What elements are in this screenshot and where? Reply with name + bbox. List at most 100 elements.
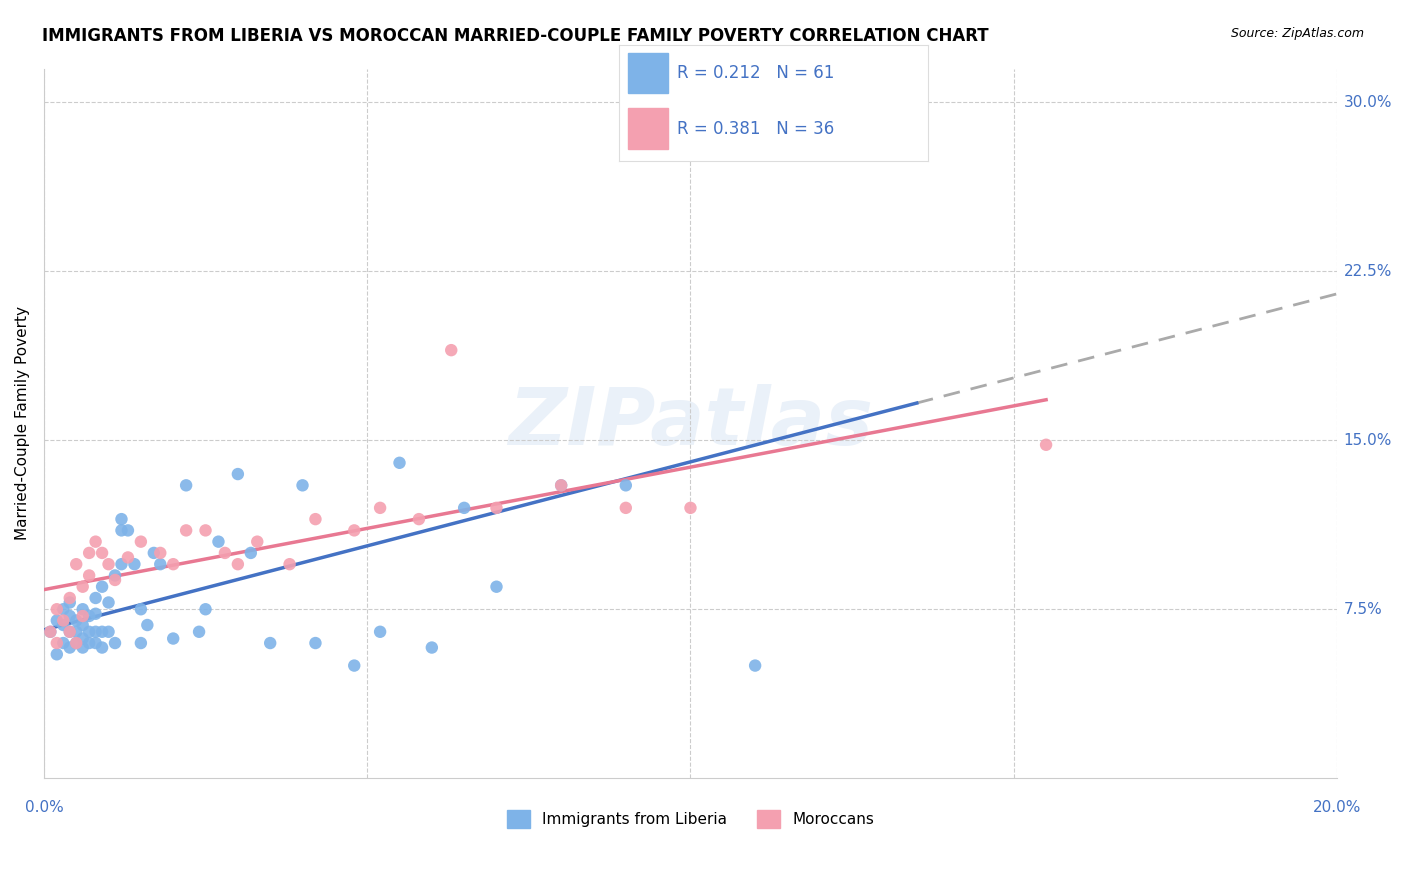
Point — [368, 500, 391, 515]
Text: 7.5%: 7.5% — [1344, 602, 1382, 616]
Point — [142, 546, 165, 560]
Point — [45, 614, 67, 628]
Point — [91, 580, 114, 594]
Point — [485, 500, 508, 515]
Point — [174, 478, 197, 492]
Point — [97, 624, 120, 639]
Point — [117, 550, 139, 565]
Point — [194, 524, 217, 538]
Point — [65, 624, 87, 639]
Point — [614, 478, 637, 492]
Point — [104, 573, 127, 587]
Point — [207, 534, 229, 549]
Point — [259, 636, 281, 650]
Point — [162, 557, 184, 571]
Point — [65, 557, 87, 571]
Point — [77, 546, 100, 560]
Point — [343, 524, 366, 538]
Text: R = 0.212   N = 61: R = 0.212 N = 61 — [678, 64, 835, 82]
Point — [45, 602, 67, 616]
Point — [110, 512, 132, 526]
Point — [744, 658, 766, 673]
Point — [59, 624, 82, 639]
Point — [91, 640, 114, 655]
Point — [97, 595, 120, 609]
Point — [52, 618, 75, 632]
Point — [485, 580, 508, 594]
Point — [214, 546, 236, 560]
Point — [39, 624, 62, 639]
Point — [59, 609, 82, 624]
Point — [278, 557, 301, 571]
Point — [59, 591, 82, 605]
Point — [239, 546, 262, 560]
Point — [52, 636, 75, 650]
Point — [104, 636, 127, 650]
Point — [84, 624, 107, 639]
Text: ZIPatlas: ZIPatlas — [508, 384, 873, 462]
Point — [304, 636, 326, 650]
Point — [110, 557, 132, 571]
Text: 30.0%: 30.0% — [1344, 95, 1392, 110]
Text: 22.5%: 22.5% — [1344, 264, 1392, 279]
Point — [91, 624, 114, 639]
Point — [59, 595, 82, 609]
Point — [905, 129, 928, 144]
Point — [614, 500, 637, 515]
Y-axis label: Married-Couple Family Poverty: Married-Couple Family Poverty — [15, 306, 30, 541]
Point — [59, 624, 82, 639]
Point — [72, 640, 94, 655]
Point — [679, 500, 702, 515]
Point — [368, 624, 391, 639]
Point — [72, 632, 94, 646]
Point — [72, 618, 94, 632]
Point — [84, 607, 107, 621]
Point — [65, 614, 87, 628]
Point — [291, 478, 314, 492]
Point — [550, 478, 572, 492]
Point — [550, 478, 572, 492]
Point — [162, 632, 184, 646]
Point — [45, 648, 67, 662]
Point — [72, 580, 94, 594]
Point — [65, 636, 87, 650]
Point — [84, 534, 107, 549]
Text: IMMIGRANTS FROM LIBERIA VS MOROCCAN MARRIED-COUPLE FAMILY POVERTY CORRELATION CH: IMMIGRANTS FROM LIBERIA VS MOROCCAN MARR… — [42, 27, 988, 45]
Point — [77, 568, 100, 582]
Point — [453, 500, 475, 515]
Point — [72, 609, 94, 624]
Point — [59, 640, 82, 655]
Point — [52, 614, 75, 628]
Text: 20.0%: 20.0% — [1313, 799, 1361, 814]
Text: R = 0.381   N = 36: R = 0.381 N = 36 — [678, 120, 835, 137]
Point — [194, 602, 217, 616]
Text: 15.0%: 15.0% — [1344, 433, 1392, 448]
Point — [77, 624, 100, 639]
Point — [97, 557, 120, 571]
Point — [39, 624, 62, 639]
Point — [45, 636, 67, 650]
Point — [440, 343, 463, 358]
Point — [149, 546, 172, 560]
Text: 0.0%: 0.0% — [24, 799, 63, 814]
Point — [52, 602, 75, 616]
Point — [304, 512, 326, 526]
Point — [65, 636, 87, 650]
Point — [343, 658, 366, 673]
Point — [84, 636, 107, 650]
Point — [149, 557, 172, 571]
Point — [188, 624, 211, 639]
Point — [408, 512, 430, 526]
Point — [129, 636, 152, 650]
Point — [91, 546, 114, 560]
Point — [104, 568, 127, 582]
Point — [226, 557, 249, 571]
Point — [84, 591, 107, 605]
Point — [388, 456, 411, 470]
Point — [129, 602, 152, 616]
Point — [246, 534, 269, 549]
Point — [110, 524, 132, 538]
Legend: Immigrants from Liberia, Moroccans: Immigrants from Liberia, Moroccans — [501, 804, 880, 834]
Point — [1035, 438, 1057, 452]
Point — [129, 534, 152, 549]
